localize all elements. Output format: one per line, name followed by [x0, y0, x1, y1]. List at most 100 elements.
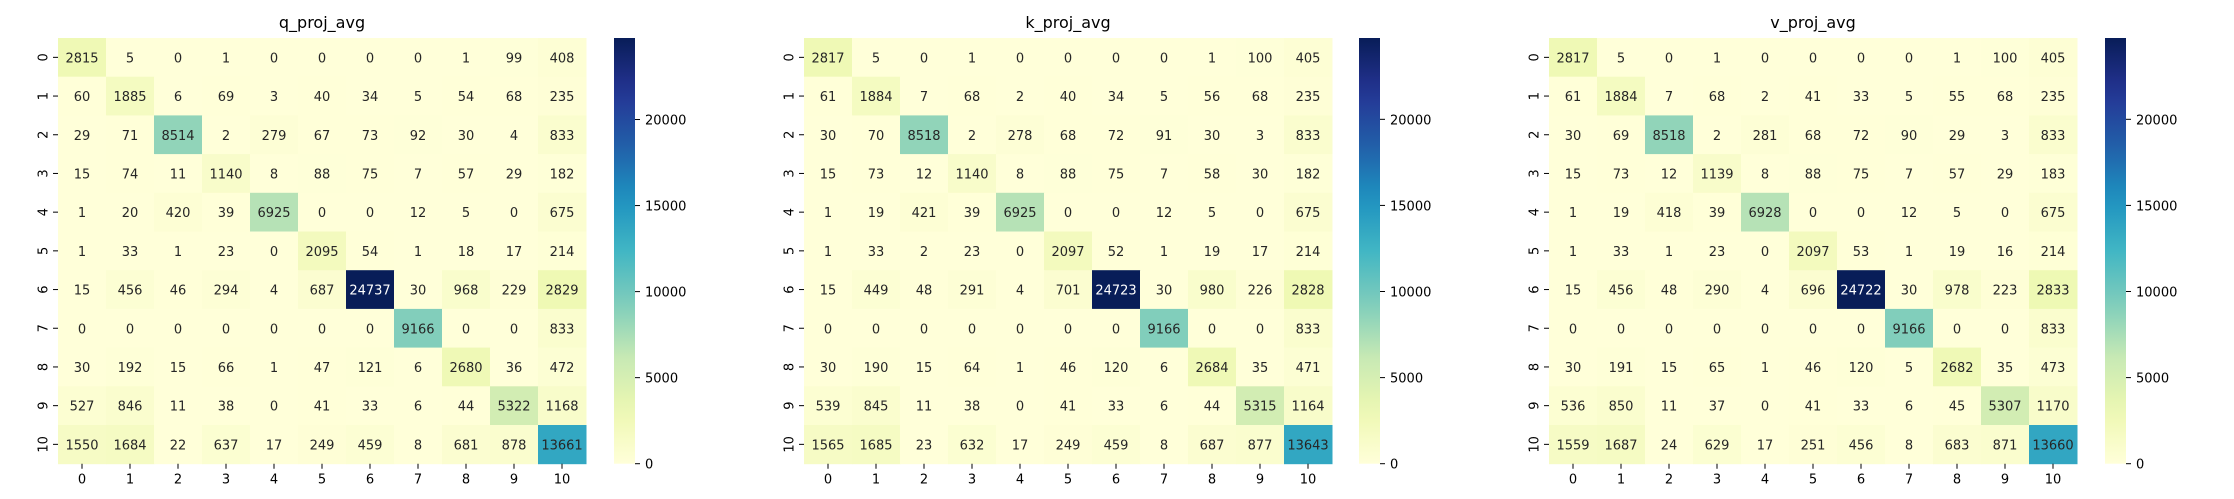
panel-1-cell-r5-c5	[1044, 231, 1093, 271]
panel-0-cell-r0-c7	[394, 38, 443, 78]
panel-0-cell-label-r9-c3: 38	[218, 400, 235, 415]
panel-1-cell-r10-c6	[1092, 425, 1141, 465]
panel-1-cell-r9-c5	[1044, 386, 1093, 426]
panel-0-cell-label-r2-c3: 2	[222, 129, 230, 144]
panel-2-cell-r7-c1	[1597, 308, 1646, 349]
panel-1-cell-r0-c1	[852, 38, 901, 78]
panel-2-xtick-label-10: 10	[2045, 473, 2062, 488]
panel-2-xtick-label-7: 7	[1905, 473, 1913, 488]
panel-0-ytick-label-9: 9	[37, 402, 52, 410]
panel-0-cell-label-r0-c4: 0	[270, 51, 278, 66]
panel-0-cell-label-r3-c6: 75	[362, 167, 379, 182]
panel-0-cell-r4-c0	[58, 192, 107, 232]
panel-2-cell-label-r2-c6: 72	[1853, 129, 1870, 144]
panel-1-colorbar-tick-label-2: 10000	[1390, 286, 1431, 301]
panel-0-cell-label-r2-c0: 29	[74, 129, 91, 144]
panel-2-cell-r8-c5	[1789, 347, 1838, 387]
panel-1-cell-r5-c0	[804, 231, 853, 271]
panel-1-cell-label-r4-c2: 421	[912, 206, 937, 221]
panel-2-cell-label-r0-c0: 2817	[1556, 51, 1589, 66]
panel-1-cell-label-r9-c9: 5315	[1243, 400, 1276, 415]
panel-0-cell-label-r8-c9: 36	[506, 361, 523, 376]
panel-2-cell-label-r0-c1: 5	[1617, 51, 1625, 66]
panel-2-xtick-label-0: 0	[1569, 473, 1577, 488]
panel-0-cell-r7-c8	[442, 308, 491, 349]
panel-1-cell-label-r8-c0: 30	[820, 361, 837, 376]
panel-2-xtick-label-5: 5	[1809, 473, 1817, 488]
panel-2-cell-r7-c7	[1885, 308, 1934, 349]
panel-0-cell-label-r9-c0: 527	[70, 400, 95, 415]
panel-0-cell-label-r4-c2: 420	[166, 206, 191, 221]
panel-0-cell-r7-c0	[58, 308, 107, 349]
panel-2-cell-r4-c7	[1885, 192, 1934, 232]
panel-2-cell-label-r9-c0: 536	[1561, 400, 1586, 415]
panel-2-cell-r1-c9	[1981, 76, 2030, 116]
panel-0-cell-r5-c3	[202, 231, 251, 271]
panel-1-cell-label-r0-c8: 1	[1208, 51, 1216, 66]
panel-0-cell-r6-c5	[298, 270, 347, 310]
panel-2-cell-r5-c8	[1933, 231, 1982, 271]
panel-1-cell-label-r6-c4: 4	[1016, 284, 1024, 299]
panel-1-cell-label-r3-c0: 15	[820, 167, 837, 182]
panel-0-cell-label-r6-c1: 456	[118, 284, 143, 299]
panel-1-cell-label-r5-c6: 52	[1108, 245, 1125, 260]
panel-0-cell-label-r6-c10: 2829	[545, 284, 578, 299]
panel-1-cell-label-r5-c0: 1	[824, 245, 832, 260]
panel-0-cell-label-r7-c3: 0	[222, 322, 230, 337]
panel-2-xtick-label-2: 2	[1665, 473, 1673, 488]
panel-1-cell-label-r8-c9: 35	[1252, 361, 1269, 376]
panel-2-cell-r8-c3	[1693, 347, 1742, 387]
panel-1-cell-r10-c10	[1284, 425, 1333, 465]
panel-1-cell-r7-c0	[804, 308, 853, 349]
panel-0-cell-label-r7-c4: 0	[270, 322, 278, 337]
panel-2-cell-r6-c10	[2029, 270, 2078, 310]
panel-0-cell-label-r1-c1: 1885	[113, 90, 146, 105]
panel-2-cell-r1-c5	[1789, 76, 1838, 116]
panel-2-cell-label-r2-c2: 8518	[1652, 129, 1685, 144]
panel-0-cell-r1-c6	[346, 76, 395, 116]
panel-0-cell-r3-c9	[490, 154, 539, 194]
panel-0-cell-r1-c8	[442, 76, 491, 116]
panel-0-cell-r10-c5	[298, 425, 347, 465]
panel-0-cell-label-r7-c10: 833	[550, 322, 575, 337]
panel-2-cell-r8-c0	[1549, 347, 1598, 387]
panel-2-cell-r10-c8	[1933, 425, 1982, 465]
panel-0-cell-r4-c5	[298, 192, 347, 232]
panel-0-ytick-label-3: 3	[37, 169, 52, 177]
panel-2-cell-label-r7-c0: 0	[1569, 322, 1577, 337]
panel-1-cell-r0-c10	[1284, 38, 1333, 78]
panel-1-cell-label-r10-c0: 1565	[811, 438, 844, 453]
panel-0-cell-label-r10-c0: 1550	[65, 438, 98, 453]
panel-0-cell-label-r3-c1: 74	[122, 167, 139, 182]
panel-0-cell-label-r1-c2: 6	[174, 90, 182, 105]
panel-1-cell-r10-c2	[900, 425, 949, 465]
panel-0-cell-r2-c7	[394, 115, 443, 155]
panel-2-cell-r5-c9	[1981, 231, 2030, 271]
panel-1-cell-label-r5-c10: 214	[1296, 245, 1321, 260]
panel-0-cell-label-r3-c7: 7	[414, 167, 422, 182]
panel-2-cell-r3-c6	[1837, 154, 1886, 194]
panel-0-cell-r9-c2	[154, 386, 203, 426]
panel-2-cell-r0-c8	[1933, 38, 1982, 78]
panel-1-cell-label-r10-c2: 23	[916, 438, 933, 453]
panel-1-cell-label-r10-c1: 1685	[859, 438, 892, 453]
panel-0-cell-label-r7-c0: 0	[78, 322, 86, 337]
panel-0-cell-r5-c8	[442, 231, 491, 271]
panel-0-cell-r9-c0	[58, 386, 107, 426]
panel-0-cell-r3-c5	[298, 154, 347, 194]
panel-1-cell-label-r7-c10: 833	[1296, 322, 1321, 337]
panel-2-colorbar-tick-label-1: 5000	[2136, 372, 2169, 387]
panel-0-cell-r2-c0	[58, 115, 107, 155]
panel-0-cell-r8-c7	[394, 347, 443, 387]
panel-0-cell-label-r3-c9: 29	[506, 167, 523, 182]
panel-1-cell-r9-c4	[996, 386, 1045, 426]
panel-0-cell-label-r0-c3: 1	[222, 51, 230, 66]
panel-2-cell-label-r7-c7: 9166	[1892, 322, 1925, 337]
panel-2-colorbar-tick-label-4: 20000	[2136, 113, 2177, 128]
panel-2-cell-label-r8-c9: 35	[1997, 361, 2014, 376]
panel-0-cell-label-r6-c9: 229	[502, 284, 527, 299]
panel-1-cell-label-r3-c1: 73	[868, 167, 885, 182]
panel-2-cell-r6-c1	[1597, 270, 1646, 310]
panel-0-cell-label-r4-c9: 0	[510, 206, 518, 221]
panel-1-cell-r10-c4	[996, 425, 1045, 465]
